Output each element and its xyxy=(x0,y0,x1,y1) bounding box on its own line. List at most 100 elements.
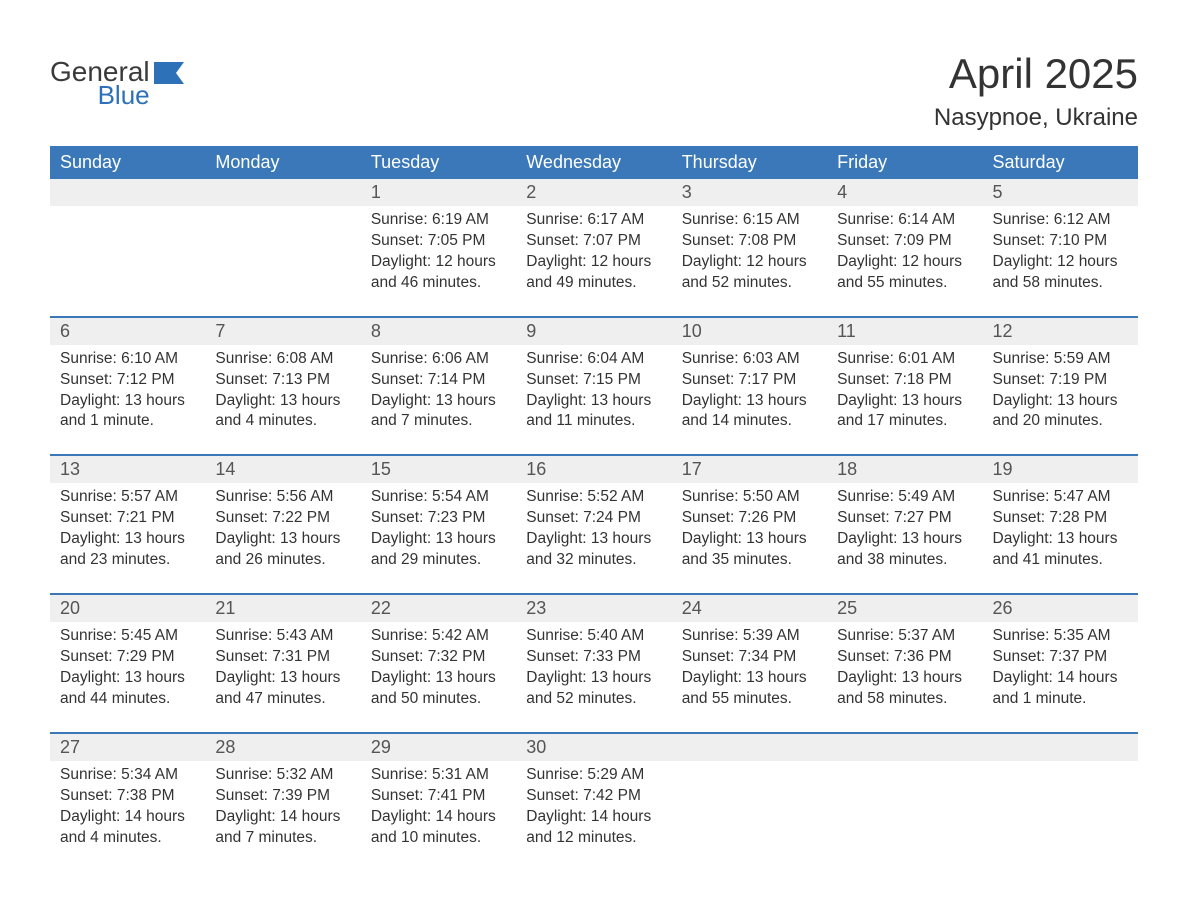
date-number: 24 xyxy=(672,595,827,622)
sunrise-text: Sunrise: 5:59 AM xyxy=(993,349,1128,370)
location-label: Nasypnoe, Ukraine xyxy=(934,104,1138,132)
month-title: April 2025 xyxy=(934,50,1138,98)
day-cell: Sunrise: 5:45 AMSunset: 7:29 PMDaylight:… xyxy=(50,622,205,712)
day-header-thursday: Thursday xyxy=(672,146,827,179)
daylight-text: Daylight: 13 hours and 1 minute. xyxy=(60,391,195,433)
date-strip: 13141516171819 xyxy=(50,454,1138,483)
sunset-text: Sunset: 7:29 PM xyxy=(60,647,195,668)
sunset-text: Sunset: 7:31 PM xyxy=(215,647,350,668)
sunrise-text: Sunrise: 5:56 AM xyxy=(215,487,350,508)
content-strip: Sunrise: 6:10 AMSunset: 7:12 PMDaylight:… xyxy=(50,345,1138,455)
date-number: 4 xyxy=(827,179,982,206)
day-cell: Sunrise: 6:06 AMSunset: 7:14 PMDaylight:… xyxy=(361,345,516,435)
week-row: 6789101112Sunrise: 6:10 AMSunset: 7:12 P… xyxy=(50,316,1138,455)
daylight-text: Daylight: 12 hours and 58 minutes. xyxy=(993,252,1128,294)
date-number xyxy=(827,734,982,761)
sunrise-text: Sunrise: 5:45 AM xyxy=(60,626,195,647)
day-cell: Sunrise: 6:14 AMSunset: 7:09 PMDaylight:… xyxy=(827,206,982,296)
day-cell: Sunrise: 6:04 AMSunset: 7:15 PMDaylight:… xyxy=(516,345,671,435)
daylight-text: Daylight: 13 hours and 58 minutes. xyxy=(837,668,972,710)
daylight-text: Daylight: 14 hours and 4 minutes. xyxy=(60,807,195,849)
sunrise-text: Sunrise: 5:52 AM xyxy=(526,487,661,508)
day-cell xyxy=(827,761,982,851)
sunset-text: Sunset: 7:14 PM xyxy=(371,370,506,391)
sunset-text: Sunset: 7:15 PM xyxy=(526,370,661,391)
day-cell: Sunrise: 5:49 AMSunset: 7:27 PMDaylight:… xyxy=(827,483,982,573)
sunset-text: Sunset: 7:34 PM xyxy=(682,647,817,668)
calendar: Sunday Monday Tuesday Wednesday Thursday… xyxy=(50,146,1138,870)
sunset-text: Sunset: 7:17 PM xyxy=(682,370,817,391)
day-cell: Sunrise: 5:50 AMSunset: 7:26 PMDaylight:… xyxy=(672,483,827,573)
date-number: 7 xyxy=(205,318,360,345)
daylight-text: Daylight: 13 hours and 20 minutes. xyxy=(993,391,1128,433)
day-cell: Sunrise: 6:19 AMSunset: 7:05 PMDaylight:… xyxy=(361,206,516,296)
daylight-text: Daylight: 13 hours and 35 minutes. xyxy=(682,529,817,571)
date-number: 15 xyxy=(361,456,516,483)
day-header-monday: Monday xyxy=(205,146,360,179)
logo-text: General Blue xyxy=(50,58,150,108)
day-cell: Sunrise: 5:57 AMSunset: 7:21 PMDaylight:… xyxy=(50,483,205,573)
day-cell: Sunrise: 6:03 AMSunset: 7:17 PMDaylight:… xyxy=(672,345,827,435)
daylight-text: Daylight: 13 hours and 4 minutes. xyxy=(215,391,350,433)
date-number: 22 xyxy=(361,595,516,622)
content-strip: Sunrise: 5:45 AMSunset: 7:29 PMDaylight:… xyxy=(50,622,1138,732)
daylight-text: Daylight: 13 hours and 50 minutes. xyxy=(371,668,506,710)
sunset-text: Sunset: 7:07 PM xyxy=(526,231,661,252)
sunrise-text: Sunrise: 6:04 AM xyxy=(526,349,661,370)
date-number: 13 xyxy=(50,456,205,483)
sunset-text: Sunset: 7:19 PM xyxy=(993,370,1128,391)
sunset-text: Sunset: 7:39 PM xyxy=(215,786,350,807)
sunrise-text: Sunrise: 5:47 AM xyxy=(993,487,1128,508)
date-number: 3 xyxy=(672,179,827,206)
sunrise-text: Sunrise: 6:01 AM xyxy=(837,349,972,370)
flag-icon xyxy=(154,62,184,84)
week-row: 13141516171819Sunrise: 5:57 AMSunset: 7:… xyxy=(50,454,1138,593)
date-number: 20 xyxy=(50,595,205,622)
sunrise-text: Sunrise: 5:37 AM xyxy=(837,626,972,647)
sunset-text: Sunset: 7:13 PM xyxy=(215,370,350,391)
daylight-text: Daylight: 13 hours and 41 minutes. xyxy=(993,529,1128,571)
sunset-text: Sunset: 7:12 PM xyxy=(60,370,195,391)
sunset-text: Sunset: 7:37 PM xyxy=(993,647,1128,668)
day-cell: Sunrise: 5:43 AMSunset: 7:31 PMDaylight:… xyxy=(205,622,360,712)
sunset-text: Sunset: 7:21 PM xyxy=(60,508,195,529)
date-number: 27 xyxy=(50,734,205,761)
sunrise-text: Sunrise: 6:08 AM xyxy=(215,349,350,370)
daylight-text: Daylight: 13 hours and 55 minutes. xyxy=(682,668,817,710)
day-cell xyxy=(672,761,827,851)
sunset-text: Sunset: 7:09 PM xyxy=(837,231,972,252)
date-strip: 27282930 xyxy=(50,732,1138,761)
day-cell: Sunrise: 5:35 AMSunset: 7:37 PMDaylight:… xyxy=(983,622,1138,712)
sunrise-text: Sunrise: 6:14 AM xyxy=(837,210,972,231)
sunrise-text: Sunrise: 5:42 AM xyxy=(371,626,506,647)
day-cell xyxy=(205,206,360,296)
day-cell: Sunrise: 5:34 AMSunset: 7:38 PMDaylight:… xyxy=(50,761,205,851)
sunrise-text: Sunrise: 6:03 AM xyxy=(682,349,817,370)
daylight-text: Daylight: 13 hours and 38 minutes. xyxy=(837,529,972,571)
sunset-text: Sunset: 7:41 PM xyxy=(371,786,506,807)
sunrise-text: Sunrise: 5:34 AM xyxy=(60,765,195,786)
day-cell: Sunrise: 6:08 AMSunset: 7:13 PMDaylight:… xyxy=(205,345,360,435)
date-number: 5 xyxy=(983,179,1138,206)
sunset-text: Sunset: 7:22 PM xyxy=(215,508,350,529)
weeks-container: 12345Sunrise: 6:19 AMSunset: 7:05 PMDayl… xyxy=(50,179,1138,870)
date-number xyxy=(50,179,205,206)
day-cell: Sunrise: 5:52 AMSunset: 7:24 PMDaylight:… xyxy=(516,483,671,573)
content-strip: Sunrise: 5:34 AMSunset: 7:38 PMDaylight:… xyxy=(50,761,1138,871)
sunset-text: Sunset: 7:36 PM xyxy=(837,647,972,668)
daylight-text: Daylight: 14 hours and 10 minutes. xyxy=(371,807,506,849)
week-row: 27282930Sunrise: 5:34 AMSunset: 7:38 PMD… xyxy=(50,732,1138,871)
daylight-text: Daylight: 14 hours and 7 minutes. xyxy=(215,807,350,849)
daylight-text: Daylight: 13 hours and 11 minutes. xyxy=(526,391,661,433)
date-number: 23 xyxy=(516,595,671,622)
date-number: 17 xyxy=(672,456,827,483)
title-block: April 2025 Nasypnoe, Ukraine xyxy=(934,50,1138,132)
sunrise-text: Sunrise: 5:29 AM xyxy=(526,765,661,786)
date-number: 26 xyxy=(983,595,1138,622)
daylight-text: Daylight: 13 hours and 44 minutes. xyxy=(60,668,195,710)
date-number: 29 xyxy=(361,734,516,761)
date-number: 10 xyxy=(672,318,827,345)
day-header-wednesday: Wednesday xyxy=(516,146,671,179)
sunset-text: Sunset: 7:10 PM xyxy=(993,231,1128,252)
date-number: 28 xyxy=(205,734,360,761)
